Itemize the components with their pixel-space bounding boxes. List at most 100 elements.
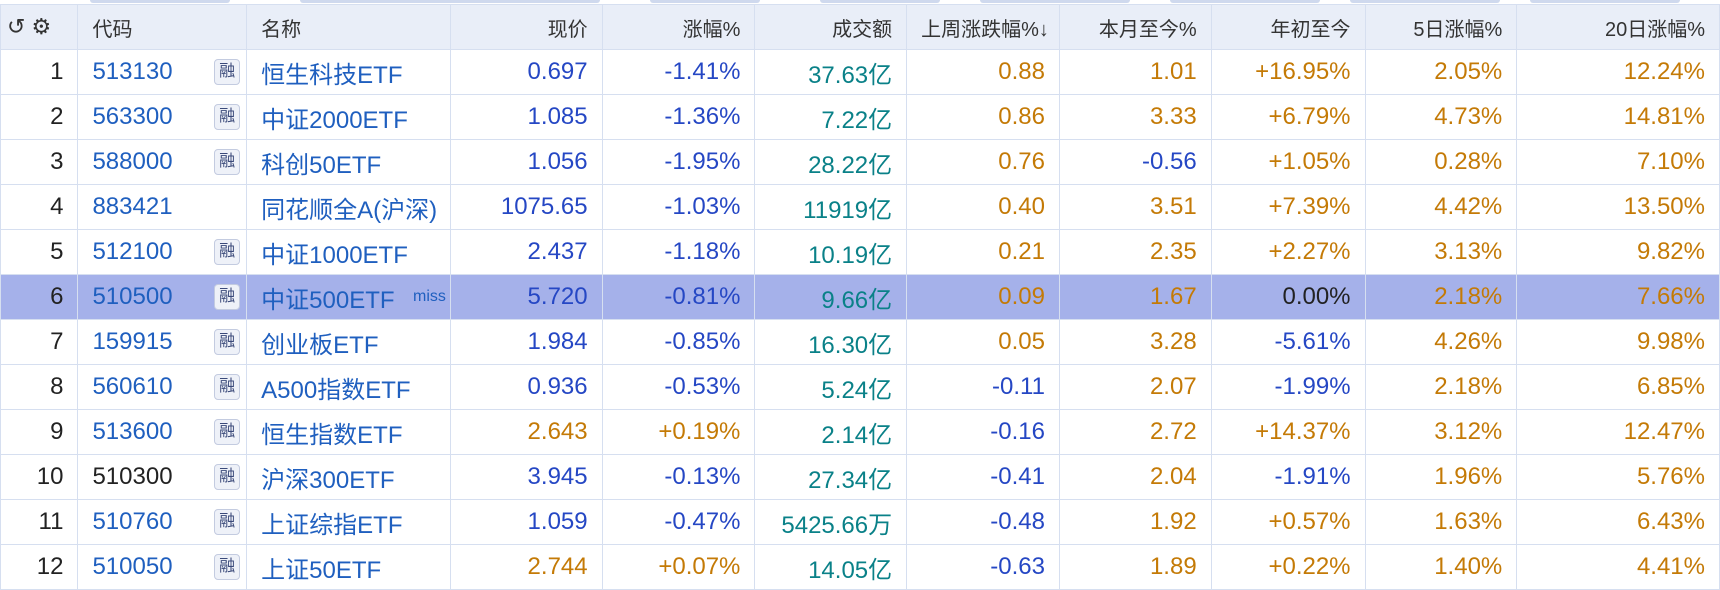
cell-price: 2.643 <box>449 409 603 455</box>
margin-badge: 融 <box>214 419 241 445</box>
cell-code: 513130 融 <box>77 49 248 95</box>
cell-change: -1.36% <box>601 94 756 140</box>
cell-mtd: 3.51 <box>1058 184 1212 230</box>
cell-price: 1.984 <box>449 319 603 365</box>
cell-5d: 4.26% <box>1364 319 1518 365</box>
cell-5d: 2.05% <box>1364 49 1518 95</box>
cell-turnover: 9.66亿 <box>754 274 908 320</box>
header-20d[interactable]: 20日涨幅% <box>1516 4 1720 50</box>
code-text: 513600 <box>92 418 173 445</box>
code-text: 883421 <box>92 193 173 220</box>
cell-code: 510050 融 <box>77 544 248 590</box>
cell-20d: 14.81% <box>1516 94 1720 140</box>
cell-5d: 0.28% <box>1364 139 1518 185</box>
refresh-icon[interactable]: ↺ <box>7 14 26 39</box>
cell-ytd: +1.05% <box>1210 139 1366 185</box>
header-code[interactable]: 代码 <box>77 4 248 50</box>
cell-5d: 1.96% <box>1364 454 1518 500</box>
cell-20d: 9.98% <box>1516 319 1720 365</box>
cell-mtd: 2.04 <box>1058 454 1212 500</box>
cell-price: 5.720 <box>449 274 603 320</box>
cell-ytd: -1.99% <box>1210 364 1366 410</box>
table-row[interactable]: 9 513600 融 恒生指数ETF 2.643 +0.19% 2.14亿 -0.… <box>0 409 1720 455</box>
cell-5d: 1.40% <box>1364 544 1518 590</box>
cell-change: -1.41% <box>601 49 756 95</box>
cell-5d: 4.42% <box>1364 184 1518 230</box>
cell-mtd: -0.56 <box>1058 139 1212 185</box>
cell-last-week: 0.76 <box>906 139 1060 185</box>
row-index: 12 <box>0 544 79 590</box>
row-index: 5 <box>0 229 79 275</box>
table-row[interactable]: 7 159915 融 创业板ETF 1.984 -0.85% 16.30亿 0.0… <box>0 319 1720 365</box>
cell-name: 恒生科技ETF <box>246 49 451 95</box>
cell-ytd: +14.37% <box>1210 409 1366 455</box>
etf-quote-table: ↺ ⚙ 代码 名称 现价 涨幅% 成交额 上周涨跌幅%↓ 本月至今% 年初至今 5… <box>0 4 1720 590</box>
cell-change: -0.81% <box>601 274 756 320</box>
table-row[interactable]: 5 512100 融 中证1000ETF 2.437 -1.18% 10.19亿 … <box>0 229 1720 275</box>
top-tab-strip <box>0 0 1720 4</box>
margin-badge: 融 <box>214 374 241 400</box>
cell-last-week: -0.16 <box>906 409 1060 455</box>
cell-20d: 12.47% <box>1516 409 1720 455</box>
code-text: 513130 <box>92 58 173 85</box>
margin-badge: 融 <box>214 464 241 490</box>
cell-mtd: 1.01 <box>1058 49 1212 95</box>
code-text: 510760 <box>92 508 173 535</box>
row-index: 3 <box>0 139 79 185</box>
table-row-selected[interactable]: 6 510500 融 中证500ETF miss 5.720 -0.81% 9.66… <box>0 274 1720 320</box>
header-mtd[interactable]: 本月至今% <box>1058 4 1212 50</box>
table-row[interactable]: 2 563300 融 中证2000ETF 1.085 -1.36% 7.22亿 0… <box>0 94 1720 140</box>
cell-last-week: 0.88 <box>906 49 1060 95</box>
cell-20d: 6.85% <box>1516 364 1720 410</box>
code-text: 510300 <box>92 463 173 490</box>
cell-turnover: 7.22亿 <box>754 94 908 140</box>
cell-ytd: -5.61% <box>1210 319 1366 365</box>
cell-mtd: 1.92 <box>1058 499 1212 545</box>
cell-turnover: 5425.66万 <box>754 499 908 545</box>
cell-code: 510500 融 <box>77 274 248 320</box>
cell-mtd: 1.67 <box>1058 274 1212 320</box>
margin-badge: 融 <box>214 554 241 580</box>
table-row[interactable]: 1 513130 融 恒生科技ETF 0.697 -1.41% 37.63亿 0.… <box>0 49 1720 95</box>
cell-20d: 4.41% <box>1516 544 1720 590</box>
cell-code: 563300 融 <box>77 94 248 140</box>
cell-name: 中证500ETF miss <box>246 274 451 320</box>
cell-code: 510760 融 <box>77 499 248 545</box>
cell-name: A500指数ETF <box>246 364 451 410</box>
header-name[interactable]: 名称 <box>246 4 451 50</box>
table-row[interactable]: 12 510050 融 上证50ETF 2.744 +0.07% 14.05亿 -… <box>0 544 1720 590</box>
cell-last-week: -0.48 <box>906 499 1060 545</box>
cell-name: 上证综指ETF <box>246 499 451 545</box>
table-row[interactable]: 8 560610 融 A500指数ETF 0.936 -0.53% 5.24亿 -… <box>0 364 1720 410</box>
header-last-week[interactable]: 上周涨跌幅%↓ <box>906 4 1060 50</box>
cell-20d: 7.66% <box>1516 274 1720 320</box>
cell-change: -0.13% <box>601 454 756 500</box>
header-5d[interactable]: 5日涨幅% <box>1364 4 1518 50</box>
cell-change: -0.85% <box>601 319 756 365</box>
cell-change: -0.53% <box>601 364 756 410</box>
table-row[interactable]: 4 883421 同花顺全A(沪深) 1075.65 -1.03% 11919亿… <box>0 184 1720 230</box>
margin-badge: 融 <box>214 239 241 265</box>
header-ytd[interactable]: 年初至今 <box>1210 4 1366 50</box>
row-index: 10 <box>0 454 79 500</box>
cell-change: +0.19% <box>601 409 756 455</box>
cell-last-week: -0.63 <box>906 544 1060 590</box>
cell-price: 2.744 <box>449 544 603 590</box>
table-header-row: ↺ ⚙ 代码 名称 现价 涨幅% 成交额 上周涨跌幅%↓ 本月至今% 年初至今 5… <box>0 4 1720 50</box>
table-row[interactable]: 11 510760 融 上证综指ETF 1.059 -0.47% 5425.66万… <box>0 499 1720 545</box>
code-text: 512100 <box>92 238 173 265</box>
header-price[interactable]: 现价 <box>449 4 603 50</box>
cell-turnover: 11919亿 <box>754 184 908 230</box>
cell-turnover: 27.34亿 <box>754 454 908 500</box>
cell-name: 创业板ETF <box>246 319 451 365</box>
gear-icon[interactable]: ⚙ <box>31 14 52 39</box>
cell-code: 560610 融 <box>77 364 248 410</box>
margin-badge: 融 <box>214 329 241 355</box>
cell-code: 588000 融 <box>77 139 248 185</box>
table-row[interactable]: 3 588000 融 科创50ETF 1.056 -1.95% 28.22亿 0.… <box>0 139 1720 185</box>
header-turnover[interactable]: 成交额 <box>754 4 908 50</box>
header-change-pct[interactable]: 涨幅% <box>601 4 756 50</box>
table-row[interactable]: 10 510300 融 沪深300ETF 3.945 -0.13% 27.34亿 … <box>0 454 1720 500</box>
cell-name: 沪深300ETF <box>246 454 451 500</box>
cell-mtd: 3.33 <box>1058 94 1212 140</box>
